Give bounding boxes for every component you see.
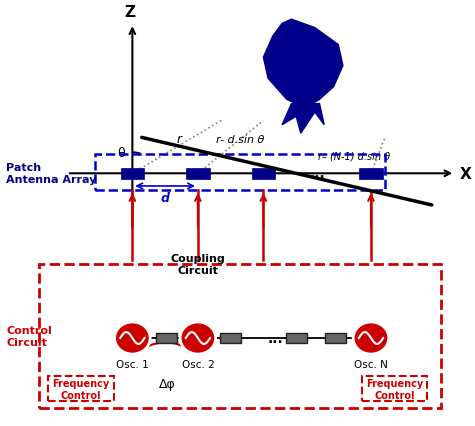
- Bar: [39, 265, 441, 408]
- Text: Frequency
Control: Frequency Control: [52, 378, 110, 400]
- Circle shape: [180, 322, 216, 354]
- Bar: [48, 376, 114, 401]
- Text: Osc. N: Osc. N: [354, 359, 388, 369]
- Text: ...: ...: [309, 167, 325, 181]
- Polygon shape: [263, 20, 343, 109]
- Text: Osc. 1: Osc. 1: [116, 359, 149, 369]
- Bar: [285, 334, 307, 343]
- Circle shape: [114, 322, 150, 354]
- Text: Control
Circuit: Control Circuit: [6, 325, 52, 347]
- Text: θ: θ: [117, 147, 124, 160]
- Text: d: d: [161, 192, 170, 204]
- Text: Patch
Antenna Array: Patch Antenna Array: [6, 163, 96, 184]
- Text: r: r: [177, 132, 182, 145]
- Circle shape: [353, 322, 389, 354]
- Bar: [325, 334, 346, 343]
- Text: r- d.sin θ: r- d.sin θ: [216, 134, 264, 144]
- Bar: [155, 334, 177, 343]
- Text: Coupling
Circuit: Coupling Circuit: [171, 253, 225, 275]
- Bar: [359, 169, 383, 179]
- Bar: [361, 376, 427, 401]
- Text: Osc. 2: Osc. 2: [181, 359, 214, 369]
- Bar: [121, 169, 144, 179]
- Text: Frequency
Control: Frequency Control: [366, 378, 423, 400]
- Text: Δφ: Δφ: [159, 377, 176, 390]
- Text: ...: ...: [267, 331, 283, 345]
- Polygon shape: [282, 104, 324, 134]
- Text: r– (N-1) d.sin θ: r– (N-1) d.sin θ: [318, 151, 390, 161]
- Bar: [186, 169, 209, 179]
- Text: X: X: [460, 167, 472, 181]
- Text: Z: Z: [124, 5, 135, 20]
- Bar: [252, 169, 275, 179]
- Bar: [220, 334, 241, 343]
- Bar: [95, 155, 385, 191]
